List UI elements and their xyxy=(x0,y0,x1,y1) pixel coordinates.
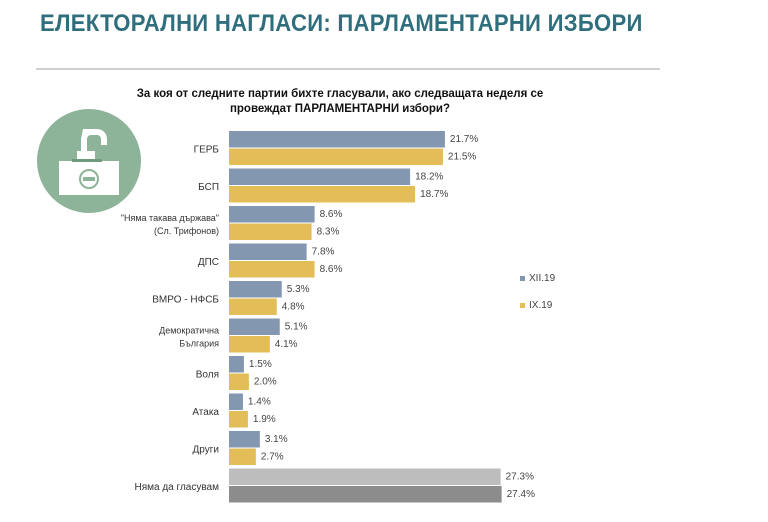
data-label: 7.8% xyxy=(312,247,335,258)
bar xyxy=(229,298,277,315)
data-label: 3.1% xyxy=(265,434,288,445)
data-label: 1.9% xyxy=(253,414,276,425)
bar xyxy=(229,393,243,410)
category-label: БСП xyxy=(198,182,219,193)
category-label: Други xyxy=(193,445,219,456)
bar xyxy=(229,148,443,165)
data-label: 2.7% xyxy=(261,452,284,463)
category-label: Демократична xyxy=(159,326,219,336)
legend-swatch xyxy=(520,276,525,281)
bar xyxy=(229,356,244,373)
data-label: 2.0% xyxy=(254,377,277,388)
data-label: 5.1% xyxy=(285,322,308,333)
data-label: 27.3% xyxy=(506,472,534,483)
data-label: 4.1% xyxy=(275,339,298,350)
bar xyxy=(229,318,280,335)
category-label: Няма да гласувам xyxy=(135,482,220,493)
data-label: 18.7% xyxy=(420,189,448,200)
data-label: 1.4% xyxy=(248,397,271,408)
category-label: България xyxy=(179,339,219,349)
category-label: (Сл. Трифонов) xyxy=(154,226,219,236)
bar xyxy=(229,261,315,278)
category-label: ДПС xyxy=(198,257,219,268)
bar xyxy=(229,486,502,503)
category-label: "Няма такава държава" xyxy=(121,213,219,223)
legend-swatch xyxy=(520,303,525,308)
data-label: 8.3% xyxy=(317,227,340,238)
bar xyxy=(229,243,307,260)
legend-label: IX.19 xyxy=(529,300,553,311)
bar xyxy=(229,431,260,448)
bar xyxy=(229,131,445,148)
data-label: 8.6% xyxy=(320,264,343,275)
bar xyxy=(229,206,315,223)
bar xyxy=(229,373,249,390)
category-label: ГЕРБ xyxy=(194,145,220,156)
bar xyxy=(229,336,270,353)
ballot-box-icon xyxy=(37,109,141,213)
bar xyxy=(229,223,312,240)
bar xyxy=(229,468,501,485)
legend-label: XII.19 xyxy=(529,273,556,284)
bar xyxy=(229,411,248,428)
bar xyxy=(229,448,256,465)
category-label: Атака xyxy=(192,407,219,418)
data-label: 8.6% xyxy=(320,209,343,220)
bar xyxy=(229,281,282,298)
bar xyxy=(229,168,411,185)
category-label: Воля xyxy=(196,370,219,381)
page-title: ЕЛЕКТОРАЛНИ НАГЛАСИ: ПАРЛАМЕНТАРНИ ИЗБОР… xyxy=(40,10,643,37)
data-label: 1.5% xyxy=(249,359,272,370)
data-label: 4.8% xyxy=(282,302,305,313)
chart-title: За коя от следните партии бихте гласувал… xyxy=(136,88,544,115)
divider xyxy=(36,68,660,70)
data-label: 21.5% xyxy=(448,152,476,163)
data-label: 18.2% xyxy=(415,172,443,183)
data-label: 27.4% xyxy=(507,489,535,500)
data-label: 5.3% xyxy=(287,284,310,295)
bar xyxy=(229,186,416,203)
category-label: ВМРО - НФСБ xyxy=(152,295,219,306)
data-label: 21.7% xyxy=(450,134,478,145)
